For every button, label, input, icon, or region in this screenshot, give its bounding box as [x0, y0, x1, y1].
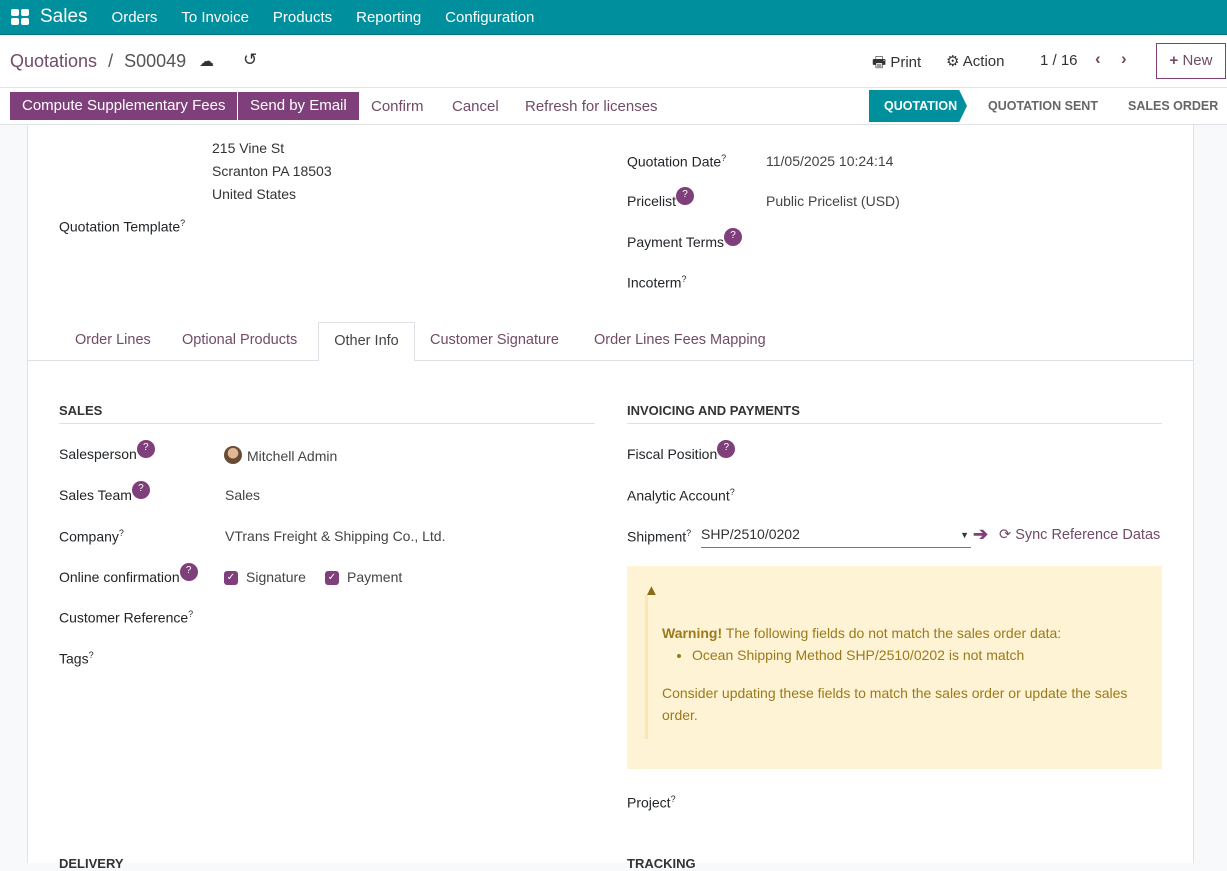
shipment-label: Shipment?	[627, 528, 692, 545]
pager-prev-icon[interactable]: ‹	[1095, 49, 1101, 68]
tracking-section-title: TRACKING	[627, 856, 696, 871]
pager-next-icon[interactable]: ›	[1121, 49, 1127, 68]
help-icon[interactable]: ?	[717, 440, 736, 458]
cancel-button[interactable]: Cancel	[452, 98, 499, 115]
warning-footer: Consider updating these fields to match …	[662, 685, 1128, 723]
address-line: Scranton PA 18503	[212, 163, 332, 179]
quotation-date-value[interactable]: 11/05/2025 10:24:14	[766, 153, 894, 169]
breadcrumb-separator: /	[108, 51, 114, 71]
company-label: Company?	[59, 528, 124, 545]
new-label: New	[1182, 52, 1213, 69]
refresh-licenses-button[interactable]: Refresh for licenses	[525, 98, 658, 115]
online-confirmation-label: Online confirmation?	[59, 563, 198, 585]
menu-configuration[interactable]: Configuration	[445, 8, 535, 26]
warning-item: Ocean Shipping Method SHP/2510/0202 is n…	[692, 644, 1142, 666]
incoterm-label: Incoterm?	[627, 274, 687, 291]
payment-checkbox[interactable]: ✓ Payment	[325, 569, 402, 586]
dropdown-caret-icon[interactable]: ▼	[960, 530, 969, 540]
salesperson-value[interactable]: Mitchell Admin	[224, 446, 337, 464]
delivery-section-title: DELIVERY	[59, 856, 124, 871]
invoicing-section-title: INVOICING AND PAYMENTS	[627, 403, 1162, 424]
tab-other-info[interactable]: Other Info	[318, 322, 415, 361]
tab-optional-products[interactable]: Optional Products	[182, 332, 298, 348]
warning-text: The following fields do not match the sa…	[722, 625, 1062, 641]
confirm-button[interactable]: Confirm	[371, 98, 424, 115]
action-label: Action	[962, 53, 1005, 70]
print-label: Print	[890, 54, 922, 71]
tab-order-lines[interactable]: Order Lines	[75, 332, 151, 348]
help-icon[interactable]: ?	[724, 228, 742, 246]
sync-reference-datas-button[interactable]: ⟳ Sync Reference Datas	[999, 527, 1161, 543]
address-line: 215 Vine St	[212, 140, 285, 156]
analytic-account-label: Analytic Account?	[627, 487, 735, 504]
menu-orders[interactable]: Orders	[111, 8, 158, 26]
status-quotation[interactable]: QUOTATION	[869, 90, 967, 122]
breadcrumb-quotations[interactable]: Quotations	[10, 51, 98, 71]
warning-alert: ▲ Warning! The following fields do not m…	[627, 566, 1162, 769]
help-icon[interactable]: ?	[136, 440, 155, 458]
warning-icon: ▲	[644, 582, 659, 599]
print-button[interactable]: 🖶 Print	[872, 54, 922, 71]
warning-strong: Warning!	[662, 625, 723, 641]
help-icon[interactable]: ?	[179, 563, 198, 581]
top-navbar: Sales Orders To Invoice Products Reporti…	[0, 0, 1227, 35]
help-icon[interactable]: ?	[131, 481, 150, 499]
compute-supplementary-fees-button[interactable]: Compute Supplementary Fees	[10, 92, 238, 120]
new-button[interactable]: + New	[1156, 43, 1226, 79]
apps-menu-icon[interactable]	[11, 9, 29, 25]
discard-icon[interactable]: ↺	[243, 50, 258, 69]
menu-products[interactable]: Products	[272, 8, 333, 26]
app-name[interactable]: Sales	[40, 6, 88, 27]
tab-order-lines-fees-mapping[interactable]: Order Lines Fees Mapping	[594, 332, 766, 348]
tags-label: Tags?	[59, 650, 94, 667]
check-icon: ✓	[325, 571, 339, 586]
menu-reporting[interactable]: Reporting	[356, 8, 422, 26]
signature-checkbox[interactable]: ✓ Signature	[224, 569, 306, 586]
sales-team-label: Sales Team?	[59, 481, 150, 503]
sales-team-value[interactable]: Sales	[225, 487, 261, 503]
quotation-date-label: Quotation Date?	[627, 153, 727, 170]
pricelist-value[interactable]: Public Pricelist (USD)	[766, 193, 900, 209]
project-label: Project?	[627, 794, 676, 811]
help-icon[interactable]: ?	[676, 187, 695, 205]
pricelist-label: Pricelist?	[627, 187, 695, 209]
customer-address: 215 Vine St Scranton PA 18503 United Sta…	[212, 137, 332, 206]
sync-icon: ⟳	[999, 527, 1012, 543]
fiscal-position-label: Fiscal Position?	[627, 440, 736, 462]
address-line: United States	[212, 186, 297, 202]
send-by-email-button[interactable]: Send by Email	[238, 92, 359, 120]
payment-terms-label: Payment Terms?	[627, 228, 742, 250]
avatar	[224, 446, 242, 464]
action-button[interactable]: ⚙ Action	[946, 53, 1005, 70]
menu-to-invoice[interactable]: To Invoice	[181, 8, 249, 26]
save-cloud-icon[interactable]: ☁	[199, 53, 214, 70]
customer-reference-label: Customer Reference?	[59, 609, 194, 626]
quotation-template-label: Quotation Template?	[59, 218, 186, 235]
shipment-input[interactable]: SHP/2510/0202 ▼	[701, 526, 971, 548]
status-sales-order[interactable]: SALES ORDER	[1128, 99, 1219, 113]
check-icon: ✓	[224, 571, 238, 586]
pager-value[interactable]: 1 / 16	[1040, 52, 1078, 69]
salesperson-label: Salesperson?	[59, 440, 155, 462]
company-value[interactable]: VTrans Freight & Shipping Co., Ltd.	[225, 528, 446, 544]
breadcrumb: Quotations / S00049	[10, 51, 186, 72]
status-quotation-sent[interactable]: QUOTATION SENT	[988, 99, 1098, 113]
breadcrumb-current: S00049	[124, 51, 187, 71]
open-record-arrow-icon[interactable]: ➔	[973, 524, 989, 544]
sales-section-title: SALES	[59, 403, 595, 424]
tab-label: Other Info	[334, 333, 399, 349]
tab-customer-signature[interactable]: Customer Signature	[430, 332, 559, 348]
